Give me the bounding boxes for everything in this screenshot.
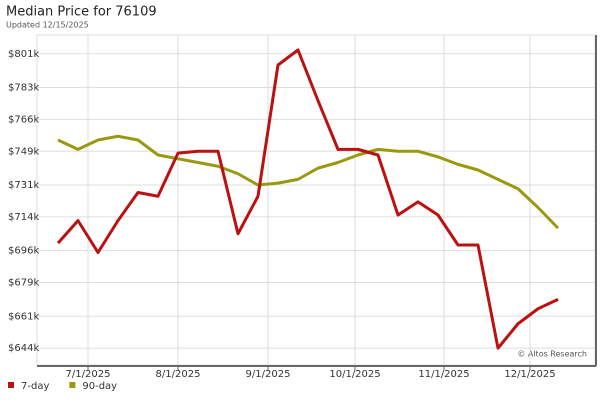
y-tick-label: $661k [8, 311, 39, 322]
chart-subtitle: Updated 12/15/2025 [6, 21, 89, 30]
y-tick-label: $679k [8, 278, 39, 289]
y-tick-label: $714k [8, 212, 39, 223]
series-line [56, 48, 559, 350]
attribution: © Altos Research [517, 350, 587, 359]
x-tick-label: 8/1/2025 [156, 369, 201, 380]
x-tick-label: 7/1/2025 [66, 369, 111, 380]
legend-swatch [8, 382, 14, 388]
legend-label: 7-day [21, 381, 49, 392]
legend-swatch [69, 382, 76, 388]
y-tick-label: $731k [8, 180, 39, 191]
y-tick-label: $749k [8, 146, 39, 157]
y-tick-label: $766k [8, 114, 39, 125]
x-tick-label: 9/1/2025 [246, 369, 291, 380]
x-tick-label: 10/1/2025 [329, 369, 380, 380]
y-tick-label: $783k [8, 83, 39, 94]
plot-area [36, 34, 596, 366]
x-tick-label: 12/1/2025 [504, 369, 555, 380]
x-tick-label: 11/1/2025 [418, 369, 469, 380]
y-tick-label: $644k [8, 343, 39, 354]
y-tick-label: $696k [8, 246, 39, 257]
legend-label: 90-day [82, 381, 117, 392]
chart-title: Median Price for 76109 [6, 5, 157, 20]
y-tick-label: $801k [8, 49, 39, 60]
series-line [57, 134, 560, 230]
